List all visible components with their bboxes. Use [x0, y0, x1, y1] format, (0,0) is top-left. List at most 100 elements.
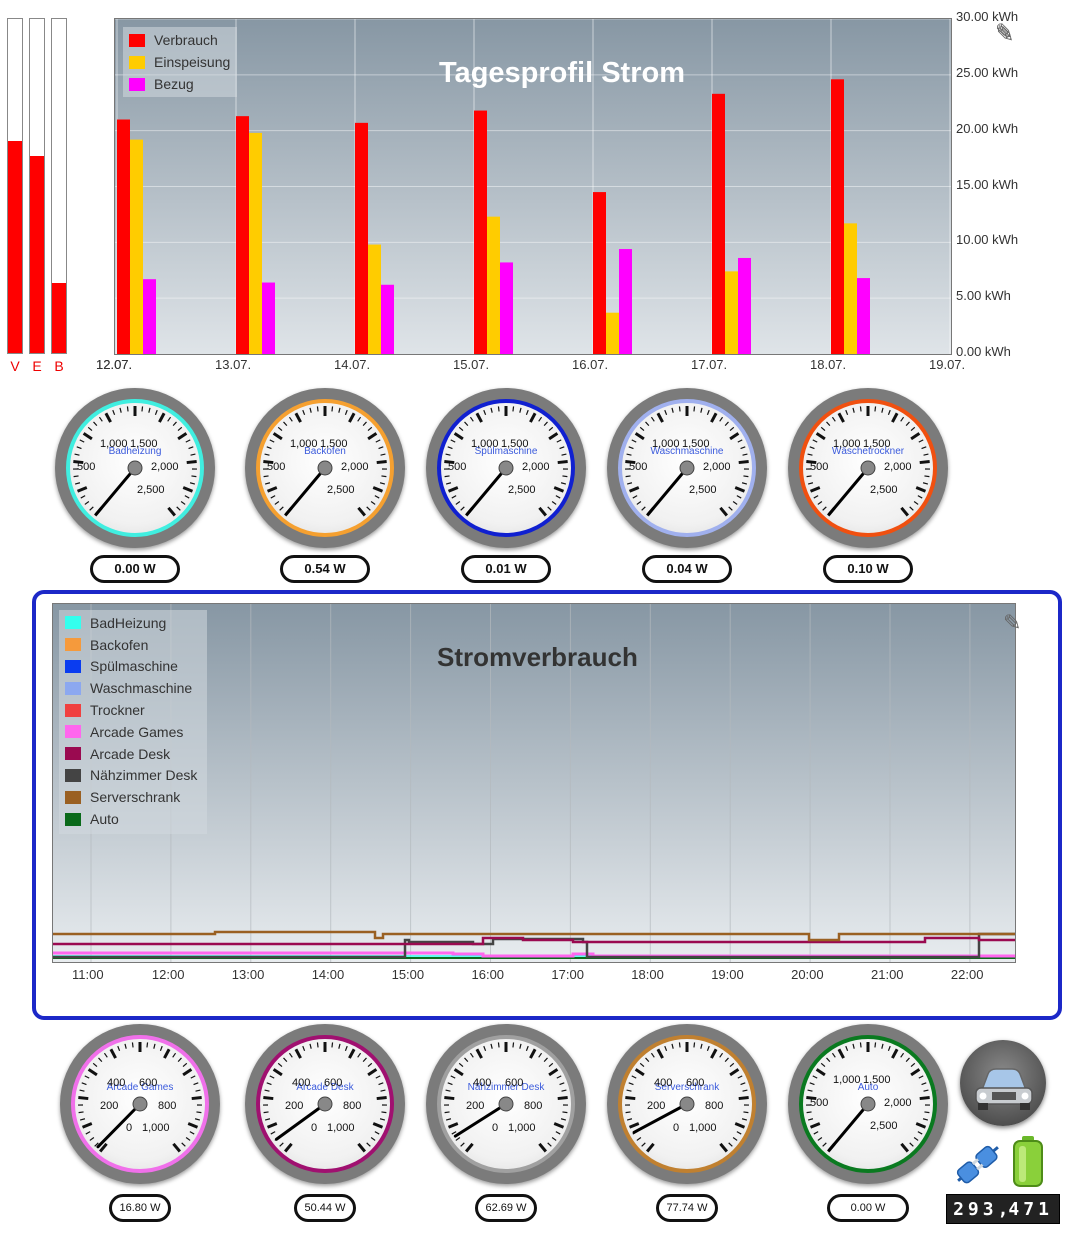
odometer-decimal: 471	[1008, 1198, 1053, 1220]
bar-bezug-14.07.[interactable]	[381, 284, 394, 354]
gauge-value-display: 50.44 W	[294, 1194, 356, 1222]
x-tick-label: 14.07.	[334, 357, 371, 372]
edit-consumption-chart-pencil-icon[interactable]: ✎	[1003, 610, 1022, 635]
legend-label-bezug: Bezug	[154, 76, 194, 92]
top-gauge-2: Spülmaschine 500 1,000 1,500 2,000 2,500	[426, 388, 586, 548]
daily-profile-plot	[115, 19, 951, 354]
bar-einspeisung-15.07.[interactable]	[487, 216, 500, 354]
gauge-scale-label: 2,000	[884, 461, 912, 473]
level-bar-v	[7, 18, 23, 354]
gauge-value-display: 77.74 W	[656, 1194, 718, 1222]
gauge-value-display: 62.69 W	[475, 1194, 537, 1222]
legend-label: Auto	[90, 811, 119, 828]
level-label-v: V	[10, 358, 20, 374]
bar-verbrauch-18.07.[interactable]	[831, 79, 844, 354]
edit-daily-chart-pencil-icon[interactable]: ✎	[996, 22, 1015, 47]
gauge-value-display: 0.00 W	[90, 555, 180, 583]
legend-item-auto[interactable]: Auto	[59, 808, 207, 830]
bar-verbrauch-15.07.[interactable]	[474, 110, 487, 354]
legend-label: Arcade Desk	[90, 745, 171, 762]
consumption-legend: BadHeizung Backofen Spülmaschine Waschmasch…	[59, 610, 207, 834]
bar-bezug-12.07.[interactable]	[143, 279, 156, 354]
gauge-scale-label: 1,000	[508, 1122, 536, 1134]
legend-item-arcade-desk[interactable]: Arcade Desk	[59, 743, 207, 765]
level-label-e: E	[32, 358, 42, 374]
gauge-scale-label: 600	[505, 1077, 524, 1089]
bar-einspeisung-18.07.[interactable]	[844, 223, 857, 354]
legend-item-arcade-games[interactable]: Arcade Games	[59, 721, 207, 743]
y-tick-label: 5.00 kWh	[956, 288, 1011, 304]
gauge-label: Backofen	[304, 446, 346, 457]
legend-item-trockner[interactable]: Trockner	[59, 699, 207, 721]
x-tick-label: 19.07.	[929, 357, 966, 372]
legend-item-badheizung[interactable]: BadHeizung	[59, 612, 207, 634]
bar-einspeisung-17.07.[interactable]	[725, 271, 738, 354]
top-gauge-1: Backofen 500 1,000 1,500 2,000 2,500	[245, 388, 405, 548]
bar-verbrauch-13.07.[interactable]	[236, 116, 249, 354]
bar-verbrauch-14.07.[interactable]	[355, 122, 368, 354]
gauge-scale-label: 600	[686, 1077, 705, 1089]
bar-bezug-18.07.[interactable]	[857, 278, 870, 354]
x-tick-label: 18:00	[631, 967, 664, 982]
bar-bezug-17.07.[interactable]	[738, 257, 751, 354]
gauge-scale-label: 2,000	[151, 461, 179, 473]
car-icon[interactable]	[960, 1040, 1046, 1126]
gauge-scale-label: 800	[524, 1100, 543, 1112]
gauge-scale-label: 600	[139, 1077, 158, 1089]
gauge-label: Nähzimmer Desk	[467, 1082, 545, 1093]
legend-swatch	[65, 659, 81, 673]
gauge-scale-label: 2,000	[341, 461, 369, 473]
legend-item-bezug[interactable]: Bezug	[123, 73, 237, 95]
gauge-label: Auto	[857, 1082, 879, 1093]
bar-einspeisung-16.07.[interactable]	[606, 312, 619, 354]
legend-item-einspeisung[interactable]: Einspeisung	[123, 51, 237, 73]
gauge-scale-label: 1,500	[863, 438, 891, 450]
legend-item-waschmaschine[interactable]: Waschmaschine	[59, 677, 207, 699]
odometer: 293, 471	[946, 1194, 1060, 1224]
gauge-scale-label: 2,000	[884, 1097, 912, 1109]
bar-verbrauch-12.07.[interactable]	[117, 119, 130, 355]
legend-item-spülmaschine[interactable]: Spülmaschine	[59, 656, 207, 678]
gauge-scale-label: 0	[492, 1122, 499, 1134]
x-tick-label: 11:00	[72, 967, 104, 982]
gauge-scale-label: 600	[324, 1077, 343, 1089]
gauge-scale-label: 200	[647, 1100, 666, 1112]
pencil-icon[interactable]: ✎	[995, 19, 1014, 44]
legend-label: Backofen	[90, 636, 149, 653]
series-line-serverschrank	[53, 930, 1015, 942]
bottom-gauge-4: Auto 500 1,000 1,500 2,000 2,500	[788, 1024, 948, 1184]
bar-bezug-13.07.[interactable]	[262, 282, 275, 354]
bottom-gauge-3: Serverschrank 0 200 400 600 800 1,000	[607, 1024, 767, 1184]
legend-label-verbrauch: Verbrauch	[154, 32, 218, 48]
bar-verbrauch-17.07.[interactable]	[712, 93, 725, 354]
x-tick-label: 17.07.	[691, 357, 728, 372]
odometer-integer: 293	[953, 1198, 998, 1220]
x-tick-label: 12.07.	[96, 357, 133, 372]
x-tick-label: 13:00	[231, 967, 265, 982]
gauge-scale-label: 1,000	[689, 1122, 717, 1134]
bar-einspeisung-14.07.[interactable]	[368, 244, 381, 354]
legend-item-serverschrank[interactable]: Serverschrank	[59, 786, 207, 808]
legend-swatch-bezug	[129, 77, 145, 91]
gauge-scale-label: 0	[126, 1122, 133, 1134]
x-tick-label: 14:00	[311, 967, 345, 982]
bar-bezug-16.07.[interactable]	[619, 249, 632, 354]
legend-item-verbrauch[interactable]: Verbrauch	[123, 29, 237, 51]
bar-einspeisung-12.07.[interactable]	[130, 139, 143, 354]
daily-profile-title: Tagesprofil Strom	[439, 57, 685, 89]
gauge-label: Arcade Desk	[296, 1082, 354, 1093]
legend-label: Trockner	[90, 702, 145, 719]
gauge-scale	[805, 406, 931, 517]
bar-bezug-15.07.[interactable]	[500, 262, 513, 354]
gauge-scale-label: 1,000	[290, 438, 318, 450]
bar-verbrauch-16.07.[interactable]	[593, 192, 606, 354]
bottom-gauge-1: Arcade Desk 0 200 400 600 800 1,000	[245, 1024, 405, 1184]
gauge-scale-label: 400	[654, 1077, 673, 1089]
legend-item-nähzimmer-desk[interactable]: Nähzimmer Desk	[59, 765, 207, 787]
level-fill-v	[8, 140, 22, 353]
x-tick-label: 22:00	[950, 967, 984, 982]
gauge-scale	[624, 1042, 750, 1153]
legend-swatch	[65, 703, 81, 717]
legend-item-backofen[interactable]: Backofen	[59, 634, 207, 656]
bar-einspeisung-13.07.[interactable]	[249, 132, 262, 354]
